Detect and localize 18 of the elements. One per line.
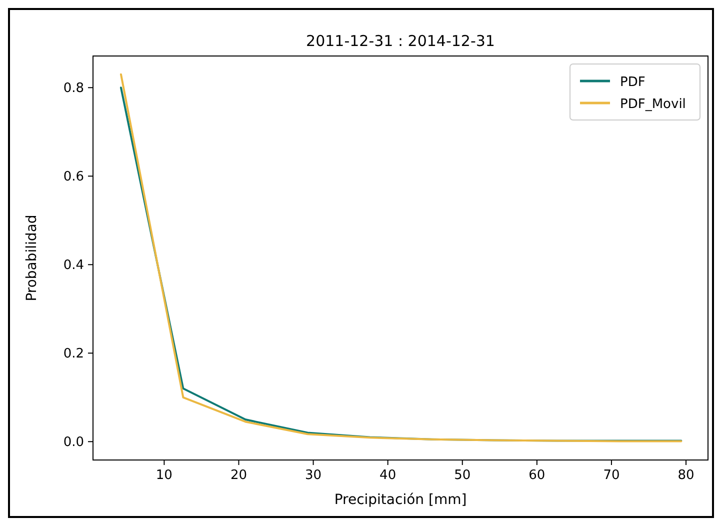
x-tick-label: 30 — [305, 468, 322, 483]
x-tick-label: 20 — [230, 468, 248, 483]
x-tick-label: 70 — [603, 468, 620, 483]
y-tick-label: 0.0 — [63, 435, 84, 450]
x-tick-label: 40 — [380, 468, 396, 483]
x-tick-label: 80 — [678, 468, 694, 483]
y-tick-label: 0.6 — [63, 170, 84, 185]
y-tick-label: 0.8 — [63, 81, 84, 96]
chart-title: 2011-12-31 : 2014-12-31 — [306, 32, 495, 50]
x-tick-label: 10 — [156, 468, 172, 483]
legend-label: PDF — [620, 75, 646, 90]
y-tick-label: 0.4 — [63, 258, 84, 274]
y-tick-label: 0.2 — [63, 346, 84, 362]
legend-label: PDF_Movil — [620, 97, 686, 112]
x-tick-label: 60 — [528, 468, 546, 483]
x-tick-label: 50 — [454, 468, 471, 483]
y-axis-title: Probabilidad — [24, 214, 40, 302]
x-axis-title: Precipitación [mm] — [334, 492, 467, 508]
